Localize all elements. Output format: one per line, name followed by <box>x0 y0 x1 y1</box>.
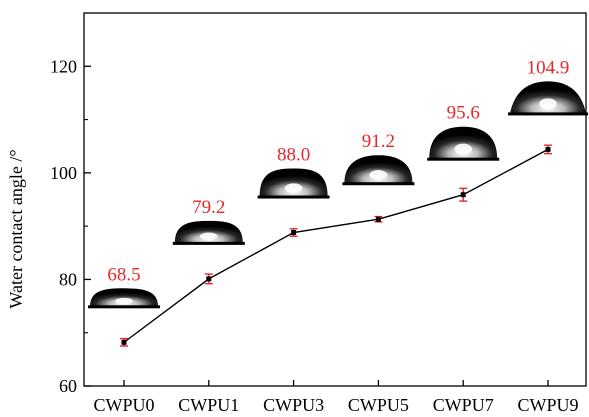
droplet-highlight-CWPU0 <box>115 297 133 304</box>
droplet-shape-CWPU0 <box>90 288 158 307</box>
data-label-CWPU9: 104.9 <box>527 57 570 78</box>
droplet-shape-CWPU1 <box>174 220 243 243</box>
data-labels: 68.5 79.2 88.0 91.2 95.6 104.9 <box>107 57 569 285</box>
droplet-images <box>88 81 588 309</box>
series-line <box>120 144 552 347</box>
data-point-CWPU7 <box>460 192 466 198</box>
droplet-substrate-CWPU0 <box>88 305 160 309</box>
droplet-CWPU0 <box>88 288 160 309</box>
droplet-shape-CWPU9 <box>510 81 586 114</box>
y-axis-title: Water contact angle /° <box>6 149 26 308</box>
droplet-CWPU7 <box>427 126 500 161</box>
droplet-shape-CWPU3 <box>259 168 328 197</box>
y-tick-label-100: 100 <box>50 163 77 183</box>
x-tick-label-CWPU1: CWPU1 <box>178 395 239 415</box>
droplet-highlight-CWPU9 <box>539 98 557 110</box>
data-label-CWPU0: 68.5 <box>107 264 140 285</box>
x-tick-label-CWPU5: CWPU5 <box>348 395 409 415</box>
x-tick-label-CWPU9: CWPU9 <box>517 395 578 415</box>
plot-frame <box>83 12 587 387</box>
droplet-highlight-CWPU1 <box>199 232 218 241</box>
data-point-CWPU1 <box>206 276 212 282</box>
droplet-CWPU9 <box>508 81 588 116</box>
droplet-shape-CWPU5 <box>344 155 413 184</box>
x-tick-label-CWPU3: CWPU3 <box>263 395 324 415</box>
data-label-CWPU5: 91.2 <box>362 131 395 152</box>
data-label-CWPU7: 95.6 <box>447 103 480 124</box>
data-point-CWPU3 <box>291 230 297 236</box>
data-point-CWPU5 <box>375 216 381 222</box>
data-point-CWPU9 <box>545 146 551 152</box>
droplet-substrate-CWPU7 <box>427 157 500 161</box>
droplet-substrate-CWPU9 <box>508 112 588 116</box>
data-label-CWPU3: 88.0 <box>277 145 310 166</box>
y-tick-label-120: 120 <box>50 56 77 76</box>
droplet-shape-CWPU7 <box>429 126 498 159</box>
droplet-highlight-CWPU7 <box>454 143 473 155</box>
series-line-path <box>123 148 549 343</box>
y-tick-label-60: 60 <box>59 376 77 396</box>
x-tick-label-CWPU7: CWPU7 <box>433 395 494 415</box>
droplet-highlight-CWPU3 <box>284 183 303 193</box>
droplet-substrate-CWPU1 <box>172 241 245 245</box>
droplet-CWPU3 <box>257 168 330 199</box>
x-tick-label-CWPU0: CWPU0 <box>93 395 154 415</box>
data-point-CWPU0 <box>121 339 127 345</box>
droplet-substrate-CWPU5 <box>342 182 415 186</box>
y-tick-label-80: 80 <box>59 269 77 289</box>
droplet-substrate-CWPU3 <box>257 195 330 199</box>
droplet-CWPU1 <box>172 220 245 245</box>
axes: 60 80 100 120 CWPU0 CWPU1 CWPU3 CWPU5 CWPU7 CWPU9 <box>50 12 587 415</box>
data-label-CWPU1: 79.2 <box>192 197 225 218</box>
droplet-CWPU5 <box>342 155 415 186</box>
droplet-highlight-CWPU5 <box>369 170 388 180</box>
